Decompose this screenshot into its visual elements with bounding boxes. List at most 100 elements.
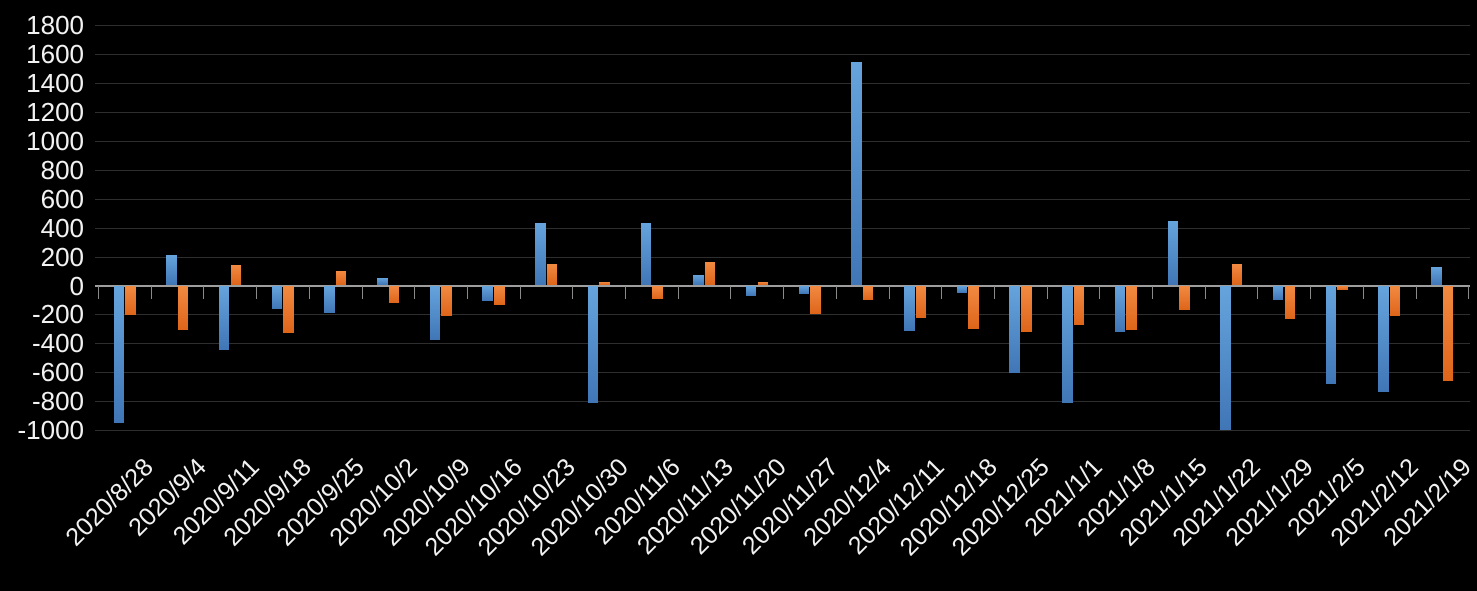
bar-blue-series-2021/2/5: [1325, 285, 1337, 384]
x-axis-tick: [466, 286, 468, 299]
y-tick-label: 0: [69, 270, 84, 301]
bar-blue-series-2020/10/9: [429, 285, 441, 341]
zero-axis-line: [95, 284, 1470, 287]
bar-orange-series-2020/12/4: [862, 285, 874, 300]
x-axis-tick: [1468, 286, 1470, 299]
bar-blue-series-2021/1/29: [1272, 285, 1284, 300]
x-axis-tick: [835, 286, 837, 299]
gridline: [95, 25, 1470, 27]
y-tick-label: 800: [40, 154, 84, 185]
bar-blue-series-2021/1/15: [1167, 221, 1179, 286]
bar-orange-series-2021/2/12: [1389, 285, 1401, 316]
bar-blue-series-2020/12/25: [1009, 285, 1020, 373]
bar-orange-series-2020/9/18: [283, 285, 294, 334]
bar-blue-series-2020/10/23: [535, 222, 546, 286]
bar-orange-series-2021/1/15: [1179, 285, 1190, 311]
bar-blue-series-2020/12/11: [904, 285, 915, 332]
x-axis-tick: [1415, 286, 1417, 299]
bar-blue-series-2021/2/19: [1431, 266, 1442, 286]
y-tick-label: 1600: [26, 39, 84, 70]
x-axis-tick: [1257, 286, 1259, 299]
x-axis-tick: [1046, 286, 1048, 299]
bar-orange-series-2021/2/19: [1442, 285, 1454, 381]
bar-orange-series-2021/1/29: [1284, 285, 1296, 319]
x-axis-tick: [572, 286, 574, 299]
bar-blue-series-2021/2/12: [1378, 285, 1389, 392]
bar-blue-series-2020/11/13: [693, 274, 704, 286]
bar-orange-series-2020/12/11: [915, 285, 927, 318]
gridline: [95, 198, 1470, 200]
gridline: [95, 256, 1470, 258]
x-axis-tick: [519, 286, 521, 299]
y-tick-label: 400: [40, 212, 84, 243]
bar-blue-series-2020/12/4: [851, 61, 862, 286]
bar-orange-series-2020/9/4: [177, 285, 189, 330]
bar-orange-series-2021/1/22: [1231, 263, 1243, 286]
y-tick-label: 1000: [26, 126, 84, 156]
x-axis-tick: [203, 286, 205, 299]
gridline: [95, 401, 1470, 403]
bar-orange-series-2020/8/28: [125, 285, 136, 316]
x-axis-tick: [1204, 286, 1206, 299]
gridline: [95, 343, 1470, 345]
bar-orange-series-2020/11/13: [704, 262, 716, 286]
x-axis-tick: [150, 286, 152, 299]
x-axis-tick: [677, 286, 679, 299]
y-tick-label: 200: [40, 241, 84, 272]
bar-blue-series-2020/9/25: [324, 285, 335, 313]
x-axis-tick: [993, 286, 995, 299]
bar-blue-series-2020/9/4: [166, 255, 177, 286]
x-axis-tick: [1310, 286, 1312, 299]
x-axis-tick: [730, 286, 732, 299]
x-axis-tick: [783, 286, 785, 299]
gridline: [95, 372, 1470, 374]
x-axis-tick: [414, 286, 416, 299]
bar-orange-series-2021/2/5: [1337, 285, 1348, 290]
x-axis-tick: [625, 286, 626, 299]
y-tick-label: 1800: [26, 10, 84, 41]
x-axis-tick: [888, 286, 890, 299]
bar-blue-series-2020/10/2: [377, 277, 388, 286]
bar-blue-series-2021/1/22: [1220, 285, 1231, 430]
y-tick-label: -400: [31, 328, 84, 359]
bar-orange-series-2020/10/16: [494, 285, 505, 305]
gridline: [95, 83, 1470, 85]
bar-blue-series-2020/11/6: [640, 223, 652, 286]
x-axis-tick: [256, 286, 258, 299]
gridline: [95, 430, 1470, 431]
x-axis-tick: [308, 286, 310, 299]
x-axis-tick: [941, 286, 943, 299]
y-tick-label: 1400: [26, 68, 84, 99]
x-axis-tick: [98, 286, 99, 299]
bar-orange-series-2020/11/20: [757, 281, 769, 286]
y-tick-label: -200: [31, 299, 84, 330]
bar-blue-series-2020/11/20: [745, 285, 757, 296]
bar-blue-series-2020/10/16: [482, 285, 493, 301]
y-tick-label: -1000: [17, 415, 85, 445]
bar-blue-series-2020/8/28: [113, 285, 125, 423]
gridline: [95, 112, 1470, 114]
bar-blue-series-2021/1/8: [1114, 285, 1126, 333]
bar-blue-series-2020/9/18: [271, 285, 283, 309]
bar-blue-series-2020/11/27: [798, 285, 810, 295]
x-axis-tick: [1152, 286, 1153, 299]
gridline: [95, 141, 1470, 142]
bar-orange-series-2020/11/27: [810, 285, 821, 315]
bar-orange-series-2021/1/1: [1073, 285, 1085, 325]
bar-blue-series-2020/12/18: [956, 285, 968, 294]
gridline: [95, 169, 1470, 171]
x-axis-tick: [361, 286, 363, 299]
bar-orange-series-2021/1/8: [1126, 285, 1137, 330]
gridline: [95, 54, 1470, 56]
bar-orange-series-2020/10/30: [599, 281, 610, 286]
bar-orange-series-2020/12/25: [1021, 285, 1032, 332]
bar-orange-series-2020/10/23: [546, 263, 558, 286]
y-tick-label: 1200: [26, 97, 84, 128]
bar-orange-series-2020/10/9: [441, 285, 452, 316]
bar-blue-series-2020/9/11: [218, 285, 230, 350]
bar-orange-series-2020/10/2: [388, 285, 400, 303]
bar-orange-series-2020/9/25: [335, 271, 347, 286]
y-tick-label: 600: [40, 183, 84, 214]
y-tick-label: -800: [31, 386, 84, 417]
bar-orange-series-2020/11/6: [652, 285, 663, 299]
